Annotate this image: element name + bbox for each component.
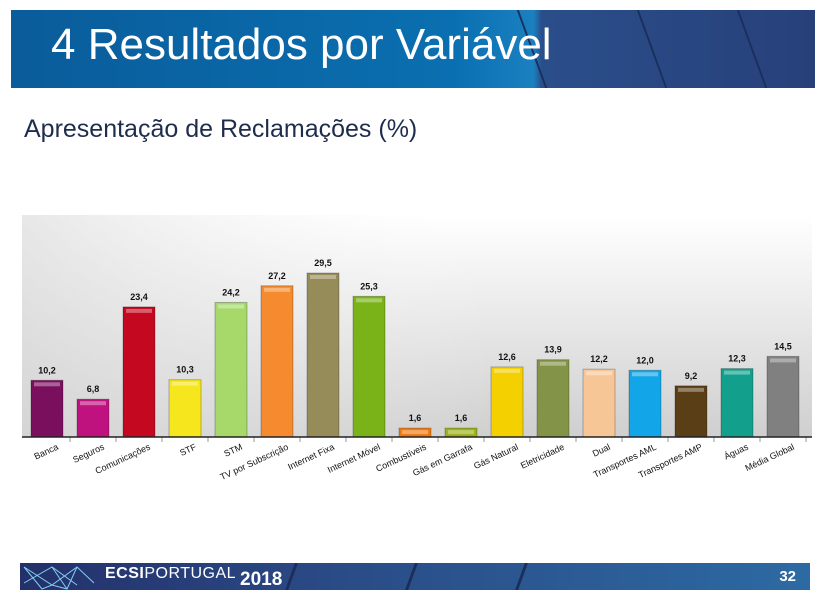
bar-5 — [260, 285, 294, 438]
category-label: Média Global — [744, 442, 796, 473]
bar-highlight — [218, 304, 244, 309]
data-label: 14,5 — [774, 341, 792, 351]
data-label: 12,6 — [498, 352, 516, 362]
bar-6 — [306, 272, 340, 438]
bar-highlight — [34, 382, 60, 387]
data-label: 27,2 — [268, 271, 286, 281]
bar-13 — [628, 369, 662, 438]
bar-highlight — [264, 287, 290, 292]
bar-highlight — [632, 372, 658, 377]
bar-15 — [720, 368, 754, 438]
page-number: 32 — [779, 568, 796, 585]
data-label: 24,2 — [222, 287, 240, 297]
data-label: 9,2 — [685, 371, 698, 381]
bar-12 — [582, 368, 616, 438]
bar-3 — [168, 379, 202, 438]
title-banner: 4 Resultados por Variável — [11, 10, 815, 88]
bar-14 — [674, 385, 708, 438]
bar-16 — [766, 355, 800, 438]
data-label: 25,3 — [360, 281, 378, 291]
bar-highlight — [356, 298, 382, 303]
bar-highlight — [540, 361, 566, 366]
chart-subtitle: Apresentação de Reclamações (%) — [24, 115, 418, 143]
bar-highlight — [126, 308, 152, 313]
data-label: 1,6 — [409, 413, 422, 423]
bar-highlight — [310, 275, 336, 279]
bar-highlight — [770, 358, 796, 363]
year: 2018 — [240, 569, 283, 590]
category-label: Gás Natural — [472, 442, 520, 471]
bar-0 — [30, 379, 64, 438]
footer: ECSIPORTUGAL 2018 32 — [20, 563, 810, 590]
data-label: 29,5 — [314, 258, 332, 268]
page-title: 4 Resultados por Variável — [51, 20, 552, 69]
data-label: 1,6 — [455, 413, 468, 423]
bar-highlight — [172, 381, 198, 386]
category-label: Banca — [32, 442, 59, 462]
bar-chart: 10,2Banca6,8Seguros23,4Comunicações10,3S… — [22, 215, 812, 482]
data-label: 10,2 — [38, 365, 56, 375]
data-label: 12,0 — [636, 355, 654, 365]
category-label: Seguros — [71, 442, 106, 465]
data-label: 12,3 — [728, 354, 746, 364]
category-label: Águas — [722, 442, 750, 462]
bar-10 — [490, 366, 524, 438]
bar-highlight — [448, 430, 474, 435]
bar-2 — [122, 306, 156, 438]
data-label: 10,3 — [176, 365, 194, 375]
data-label: 6,8 — [87, 384, 100, 394]
category-label: Dual — [591, 442, 612, 459]
category-label: Eletricidade — [519, 442, 566, 471]
data-label: 23,4 — [130, 292, 148, 302]
bar-11 — [536, 359, 570, 438]
bar-highlight — [494, 368, 520, 373]
category-label: STF — [178, 442, 198, 458]
bar-7 — [352, 295, 386, 438]
bar-highlight — [724, 370, 750, 375]
brand-logo: ECSIPORTUGAL — [105, 565, 237, 582]
bar-highlight — [678, 387, 704, 392]
data-label: 13,9 — [544, 345, 562, 355]
bar-highlight — [402, 430, 428, 435]
bar-4 — [214, 301, 248, 438]
category-label: Internet Móvel — [326, 442, 382, 475]
bar-highlight — [80, 401, 106, 406]
category-label: STM — [222, 442, 243, 459]
bar-highlight — [586, 371, 612, 376]
ecsi-logo-mesh-icon — [23, 566, 95, 590]
data-label: 12,2 — [590, 354, 608, 364]
